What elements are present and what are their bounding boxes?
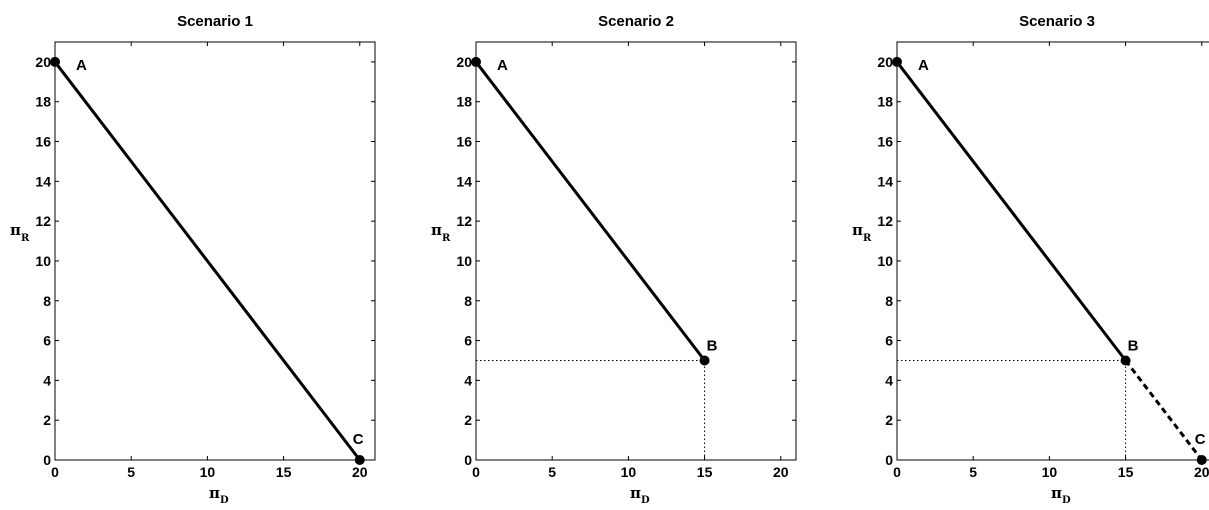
- y-tick-label: 12: [35, 213, 51, 229]
- y-tick-label: 0: [885, 452, 893, 468]
- y-tick-label: 20: [35, 54, 51, 70]
- point-c: [1196, 455, 1207, 465]
- y-tick-label: 2: [464, 412, 472, 428]
- x-axis-symbol: π: [1051, 484, 1062, 502]
- y-tick-label: 8: [464, 293, 472, 309]
- point-a: [892, 56, 902, 67]
- x-tick-label: 5: [969, 464, 977, 480]
- y-tick-label: 18: [877, 94, 893, 110]
- x-tick-label: 20: [773, 464, 789, 480]
- point-label-b: B: [1128, 337, 1139, 354]
- x-tick-label: 5: [548, 464, 556, 480]
- y-tick-label: 16: [35, 134, 51, 150]
- x-tick-label: 5: [127, 464, 135, 480]
- y-axis-subscript: R: [863, 233, 872, 244]
- axes-box: [54, 41, 376, 461]
- point-label-a: A: [918, 57, 929, 74]
- y-tick-label: 4: [885, 372, 893, 388]
- y-axis-symbol: π: [852, 221, 863, 239]
- point-a: [471, 56, 481, 67]
- x-tick-label: 0: [51, 464, 59, 480]
- x-tick-label: 0: [893, 464, 901, 480]
- y-axis-label: πR: [431, 221, 451, 244]
- axes-box: [896, 41, 1209, 461]
- y-tick-label: 16: [456, 134, 472, 150]
- y-tick-label: 14: [877, 173, 893, 189]
- y-tick-label: 8: [885, 293, 893, 309]
- point-label-a: A: [497, 57, 508, 74]
- point-label-c: C: [353, 431, 364, 448]
- x-axis-label: πD: [209, 484, 229, 506]
- x-axis-symbol: π: [630, 484, 641, 502]
- y-tick-label: 12: [456, 213, 472, 229]
- y-tick-label: 10: [35, 253, 51, 269]
- y-tick-label: 12: [877, 213, 893, 229]
- y-axis-label: πR: [10, 221, 30, 244]
- y-axis-subscript: R: [21, 233, 30, 244]
- x-tick-label: 20: [1194, 464, 1209, 480]
- y-tick-label: 18: [456, 94, 472, 110]
- x-axis-subscript: D: [220, 495, 229, 506]
- series-line: [895, 60, 1127, 362]
- point-b: [699, 355, 710, 366]
- x-axis-symbol: π: [209, 484, 220, 502]
- chart-title: Scenario 1: [177, 13, 253, 30]
- y-axis-label: πR: [852, 221, 872, 244]
- point-c: [354, 455, 365, 465]
- y-tick-label: 4: [43, 372, 51, 388]
- axes-box: [475, 41, 797, 461]
- y-tick-label: 6: [464, 333, 472, 349]
- y-tick-label: 6: [885, 333, 893, 349]
- series-line: [474, 60, 706, 362]
- y-tick-label: 0: [43, 452, 51, 468]
- x-axis-subscript: D: [1062, 495, 1071, 506]
- x-tick-label: 15: [1118, 464, 1134, 480]
- y-tick-label: 6: [43, 333, 51, 349]
- dashed-series-line: [1124, 359, 1203, 461]
- y-tick-label: 8: [43, 293, 51, 309]
- x-tick-label: 20: [352, 464, 368, 480]
- point-b: [1120, 355, 1131, 366]
- point-label-b: B: [707, 337, 718, 354]
- y-tick-label: 18: [35, 94, 51, 110]
- y-tick-label: 2: [885, 412, 893, 428]
- y-tick-label: 0: [464, 452, 472, 468]
- y-tick-label: 14: [456, 173, 472, 189]
- y-tick-label: 16: [877, 134, 893, 150]
- point-label-a: A: [76, 57, 87, 74]
- x-tick-label: 10: [200, 464, 216, 480]
- x-tick-label: 0: [472, 464, 480, 480]
- point-a: [50, 56, 60, 67]
- y-tick-label: 10: [877, 253, 893, 269]
- x-tick-label: 10: [1042, 464, 1058, 480]
- x-tick-label: 15: [276, 464, 292, 480]
- point-label-c: C: [1195, 431, 1206, 448]
- y-tick-label: 20: [456, 54, 472, 70]
- series-line: [53, 60, 361, 461]
- y-axis-subscript: R: [442, 233, 451, 244]
- y-tick-label: 4: [464, 372, 472, 388]
- y-tick-label: 10: [456, 253, 472, 269]
- x-axis-subscript: D: [641, 495, 650, 506]
- y-tick-label: 14: [35, 173, 51, 189]
- x-tick-label: 10: [621, 464, 637, 480]
- y-axis-symbol: π: [431, 221, 442, 239]
- chart-title: Scenario 3: [1019, 13, 1095, 30]
- y-axis-symbol: π: [10, 221, 21, 239]
- chart-title: Scenario 2: [598, 13, 674, 30]
- x-tick-label: 15: [697, 464, 713, 480]
- x-axis-label: πD: [630, 484, 650, 506]
- y-tick-label: 2: [43, 412, 51, 428]
- y-tick-label: 20: [877, 54, 893, 70]
- x-axis-label: πD: [1051, 484, 1071, 506]
